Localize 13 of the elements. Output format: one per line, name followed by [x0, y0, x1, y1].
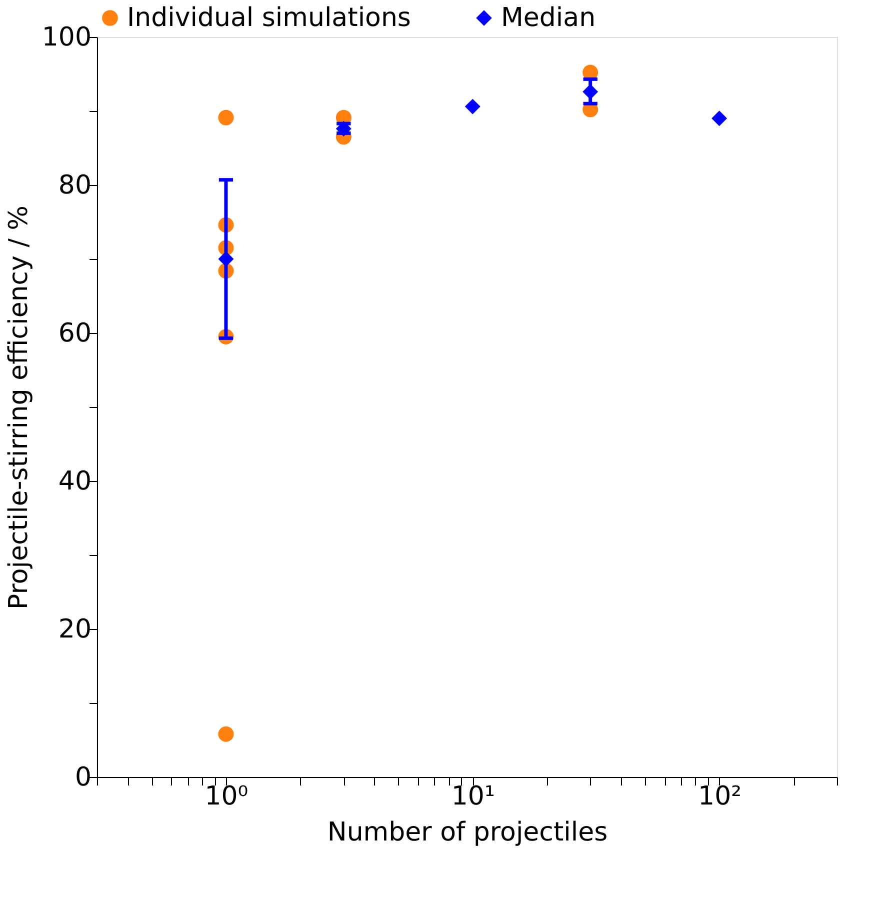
y-axis-title: Projectile-stirring efficiency / %: [4, 206, 34, 610]
legend-label: Median: [501, 3, 596, 33]
y-tick-label: 60: [58, 318, 92, 348]
legend-label: Individual simulations: [127, 3, 411, 33]
x-tick-label: 10⁰: [204, 782, 248, 812]
y-tick-label: 40: [58, 466, 92, 496]
y-tick-label: 100: [42, 22, 92, 52]
x-tick-label: 10²: [698, 782, 742, 812]
x-tick-label: 10¹: [451, 782, 495, 812]
y-tick-label: 0: [74, 762, 92, 792]
x-axis-title: Number of projectiles: [327, 818, 608, 848]
y-tick-label: 20: [58, 614, 92, 644]
y-tick-label: 80: [58, 170, 92, 200]
